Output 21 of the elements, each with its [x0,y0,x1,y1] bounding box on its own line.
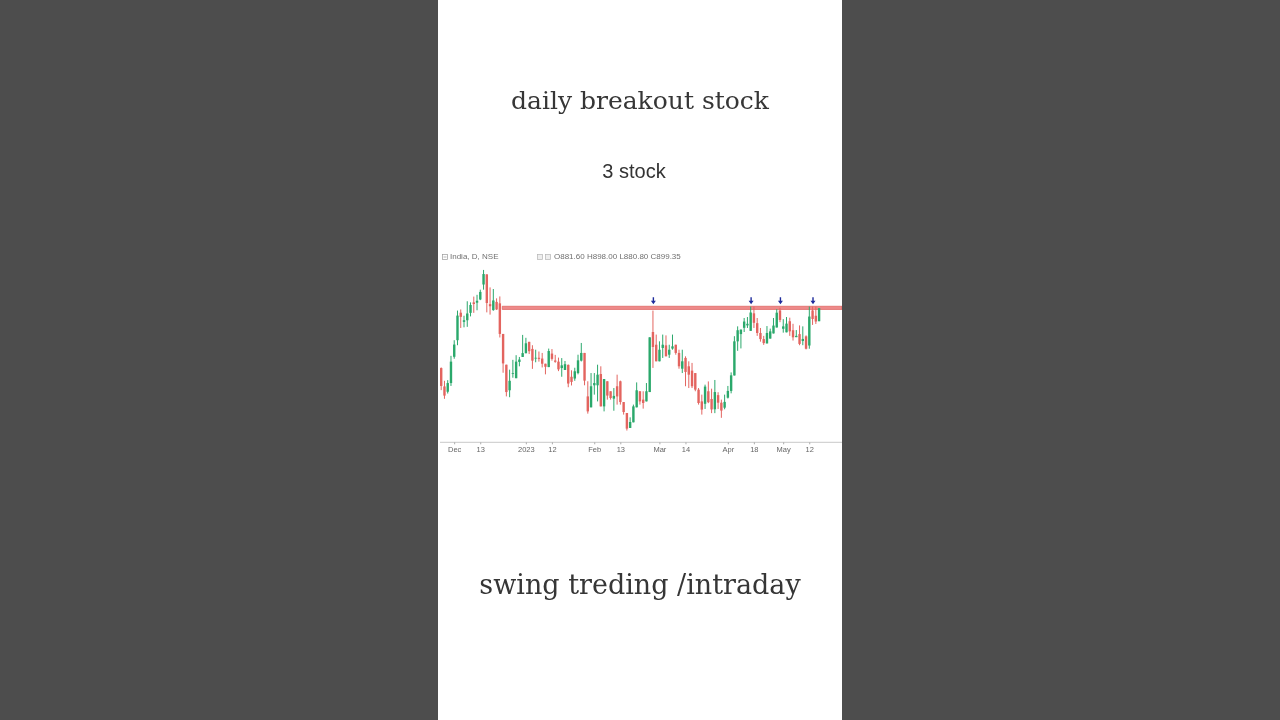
candlestick [811,306,814,326]
candlestick [492,288,495,312]
text: India, D, NSE [450,252,499,261]
candlestick [482,269,485,291]
candlestick [511,359,515,379]
candlestick [684,355,687,387]
text: swing treding /intraday [478,568,802,602]
candlestick [596,364,599,402]
candlestick [531,344,534,370]
candlestick [593,372,596,396]
candlestick [687,360,690,389]
candlestick [749,306,752,332]
candlestick [798,324,801,346]
candlestick [462,315,466,328]
candlestick [508,369,511,398]
text: O881.60 H898.00 L880.80 C899.35 [554,252,681,261]
candlestick [521,334,524,358]
candlestick [700,394,704,416]
candlestick [606,380,609,401]
chart-subtitle: 3 stock [601,159,667,183]
chart-title: daily breakout stock [510,86,770,116]
